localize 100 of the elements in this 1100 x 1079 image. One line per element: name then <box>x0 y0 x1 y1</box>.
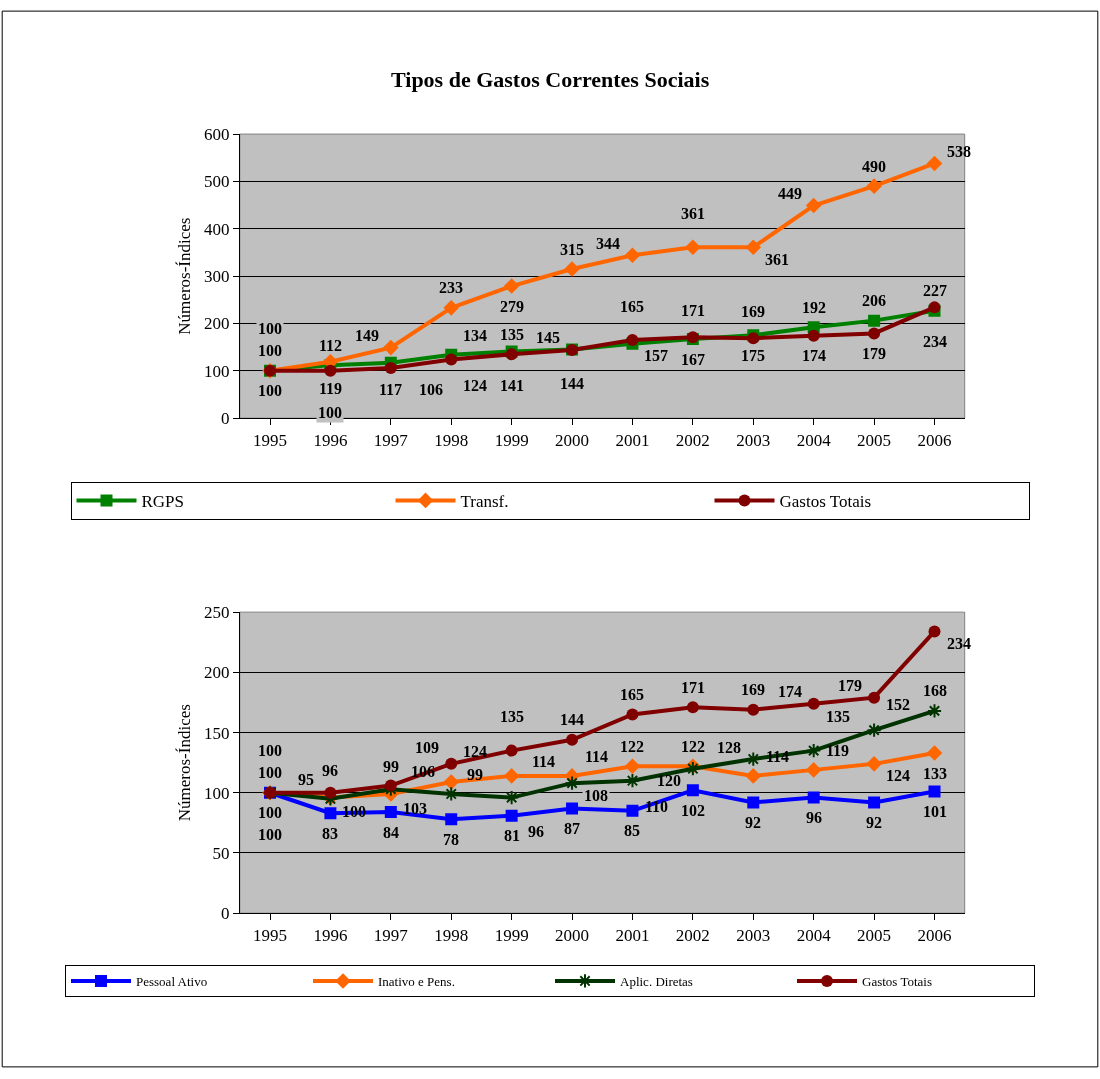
data-label: 152 <box>886 696 910 713</box>
data-label: 169 <box>741 303 765 320</box>
x-tick-label: 2003 <box>736 430 771 450</box>
data-label: 149 <box>355 327 379 344</box>
data-label: 234 <box>923 333 947 350</box>
y-tick-label: 200 <box>203 663 230 683</box>
data-label: 96 <box>528 823 544 840</box>
data-label: 87 <box>564 820 580 837</box>
data-label: 175 <box>741 347 765 364</box>
data-label: 92 <box>866 814 882 831</box>
y-tick-label: 250 <box>203 603 230 623</box>
data-label: 109 <box>415 739 439 756</box>
x-tick-label: 2003 <box>736 925 771 945</box>
legend-label: Aplic. Diretas <box>620 974 693 990</box>
data-label: 124 <box>886 767 910 784</box>
y-tick-label: 400 <box>203 219 230 239</box>
data-label: 103 <box>403 800 427 817</box>
data-label: 171 <box>681 302 705 319</box>
data-label: 141 <box>500 377 524 394</box>
data-label: 100 <box>258 742 282 759</box>
data-label: 100 <box>258 342 282 359</box>
data-label: 144 <box>560 711 584 728</box>
data-label: 135 <box>826 708 850 725</box>
data-label: 227 <box>923 282 947 299</box>
x-tick-label: 2000 <box>555 925 590 945</box>
y-tick-label: 600 <box>203 125 230 145</box>
data-label: 279 <box>500 298 524 315</box>
data-label: 192 <box>802 299 826 316</box>
x-tick-label: 2002 <box>675 925 710 945</box>
y-tick-label: 500 <box>203 172 230 192</box>
data-label: 233 <box>439 279 463 296</box>
x-tick-label: 1997 <box>373 925 409 945</box>
data-label: 100 <box>258 382 282 399</box>
x-tick-label: 1999 <box>494 925 529 945</box>
data-label: 78 <box>443 831 459 848</box>
data-label: 92 <box>745 814 761 831</box>
data-label: 117 <box>379 381 403 398</box>
y-tick-label: 0 <box>220 409 230 429</box>
data-label: 100 <box>258 826 282 843</box>
y-tick-label: 50 <box>212 843 230 863</box>
x-tick-label: 1995 <box>253 925 287 945</box>
data-label: 167 <box>681 351 705 368</box>
data-label: 144 <box>560 375 584 392</box>
legend-label: Pessoal Ativo <box>136 974 208 990</box>
chart-title: Tipos de Gastos Correntes Sociais <box>391 67 710 92</box>
data-label: 120 <box>657 772 681 789</box>
x-tick-label: 1999 <box>494 430 529 450</box>
data-label: 85 <box>624 822 640 839</box>
data-label: 165 <box>620 298 644 315</box>
x-tick-label: 1996 <box>313 430 348 450</box>
data-label: 124 <box>463 743 487 760</box>
x-tick-label: 2005 <box>857 925 892 945</box>
data-label: 100 <box>342 803 366 820</box>
x-tick-label: 2005 <box>857 430 892 450</box>
data-label: 124 <box>463 377 487 394</box>
data-label: 96 <box>322 762 338 779</box>
data-label: 361 <box>765 251 789 268</box>
x-tick-label: 2001 <box>615 925 650 945</box>
x-tick-label: 2002 <box>675 430 710 450</box>
x-tick-label: 2004 <box>796 430 832 450</box>
y-tick-label: 100 <box>203 783 230 803</box>
y-tick-label: 150 <box>203 723 230 743</box>
x-tick-label: 1998 <box>434 430 469 450</box>
x-tick-label: 1995 <box>253 430 287 450</box>
x-tick-label: 1997 <box>373 430 409 450</box>
data-label: 83 <box>322 825 338 842</box>
y-tick-label: 200 <box>203 314 230 334</box>
legend-label: Gastos Totais <box>862 974 932 990</box>
data-label: 179 <box>862 345 886 362</box>
data-label: 315 <box>560 241 584 258</box>
data-label: 99 <box>383 758 399 775</box>
x-tick-label: 1998 <box>434 925 469 945</box>
x-tick-label: 2006 <box>917 925 952 945</box>
data-label: 114 <box>532 753 556 770</box>
data-label: 106 <box>419 381 443 398</box>
data-label: 169 <box>741 681 765 698</box>
data-label: 179 <box>838 677 862 694</box>
legend-label: RGPS <box>141 492 185 512</box>
data-label: 168 <box>923 682 947 699</box>
legend-label: Transf. <box>460 492 509 512</box>
data-label: 100 <box>318 404 342 421</box>
data-label: 81 <box>504 827 520 844</box>
y-axis-title: Números-Índices <box>175 217 195 335</box>
data-label: 128 <box>717 739 741 756</box>
data-label: 101 <box>923 803 947 820</box>
data-label: 119 <box>826 742 850 759</box>
data-label: 171 <box>681 679 705 696</box>
legend-label: Gastos Totais <box>779 492 872 512</box>
data-label: 133 <box>923 765 947 782</box>
legend-label: Inativo e Pens. <box>378 974 455 990</box>
x-tick-label: 1996 <box>313 925 348 945</box>
data-label: 114 <box>585 748 609 765</box>
data-label: 135 <box>500 326 524 343</box>
data-label: 122 <box>681 738 705 755</box>
data-label: 206 <box>862 292 886 309</box>
data-label: 100 <box>258 320 282 337</box>
data-label: 122 <box>620 738 644 755</box>
data-label: 174 <box>778 683 802 700</box>
data-label: 145 <box>536 329 560 346</box>
data-label: 100 <box>258 804 282 821</box>
